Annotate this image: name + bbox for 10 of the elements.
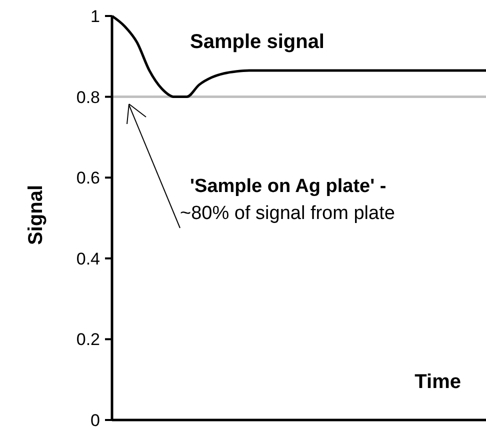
y-tick-label: 1 (90, 6, 100, 26)
y-tick-label: 0.8 (76, 88, 100, 107)
y-tick-label: 0.2 (76, 330, 100, 350)
y-tick-label: 0.6 (76, 168, 100, 188)
series-label: Sample signal (190, 31, 324, 53)
x-axis-title: Time (414, 371, 461, 393)
y-tick-label: 0.4 (76, 249, 100, 268)
y-axis-title: Signal (25, 184, 47, 246)
y-tick-label: 0 (90, 410, 100, 427)
ref-line-label: 'Sample on Ag plate' - ~80% of signal from plate (180, 176, 395, 224)
